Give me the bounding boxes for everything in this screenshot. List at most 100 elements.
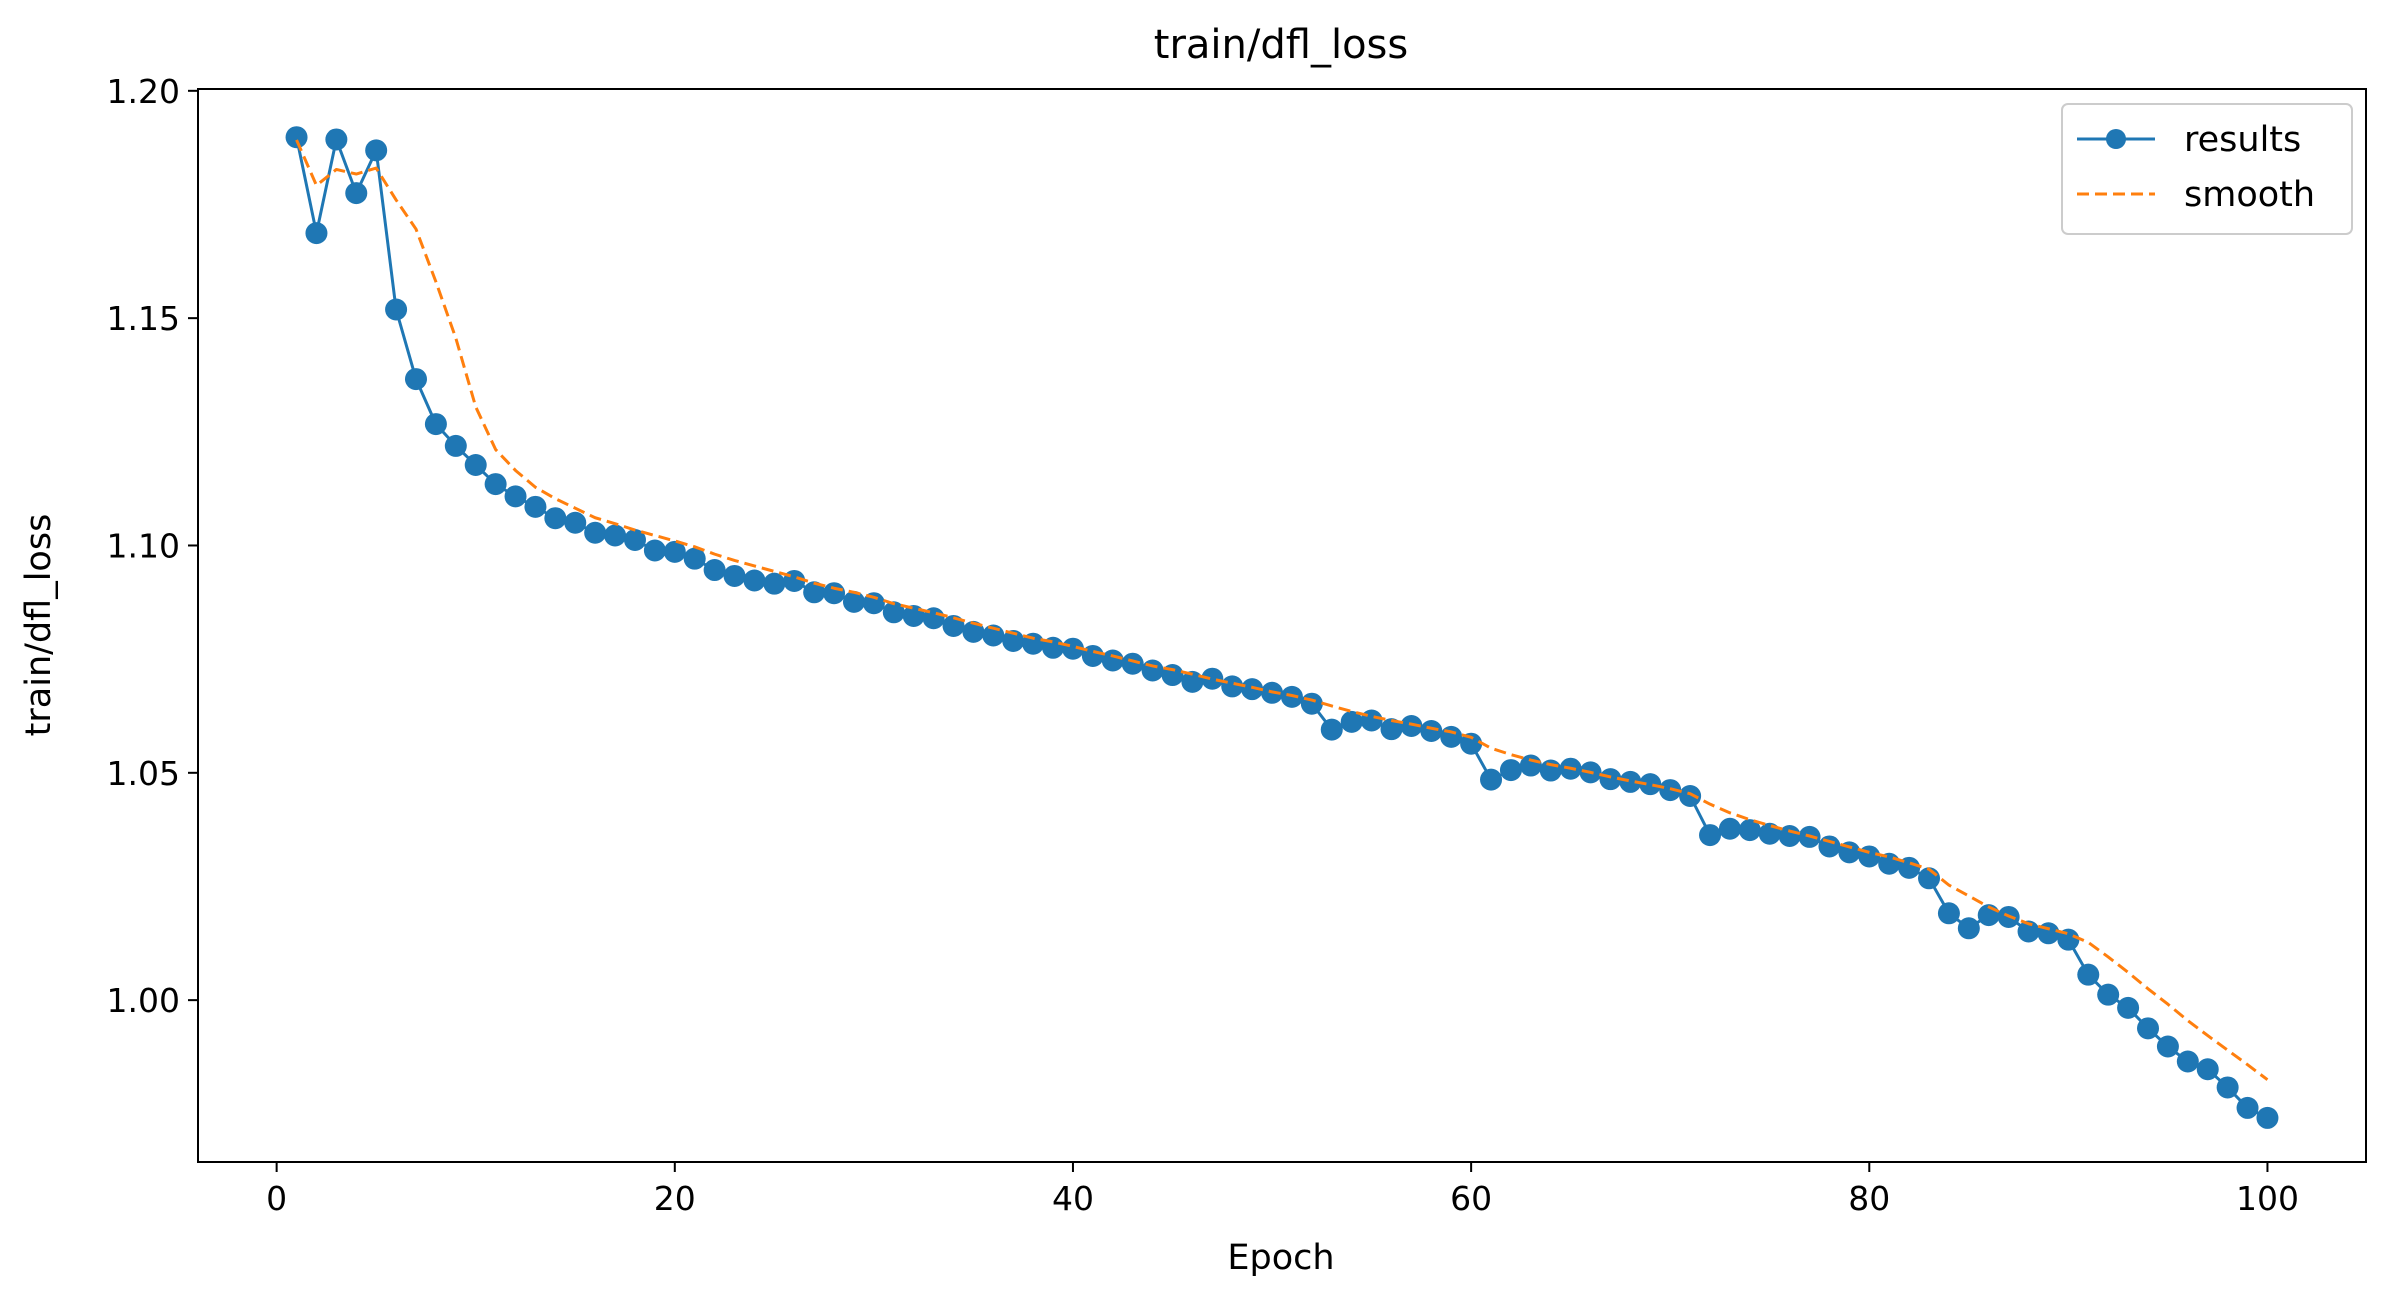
results-point: [1718, 817, 1741, 840]
results-point: [404, 368, 427, 391]
results-point: [663, 540, 686, 563]
results-point: [1758, 822, 1781, 845]
results-point: [1738, 819, 1761, 842]
results-point: [723, 564, 746, 587]
results-point: [743, 569, 766, 592]
results-point: [803, 581, 826, 604]
results-point: [1081, 644, 1104, 667]
results-point: [1002, 629, 1025, 652]
plot-series: [285, 126, 2279, 1129]
results-point: [1619, 770, 1642, 793]
results-point: [484, 473, 507, 496]
results-point: [823, 582, 846, 605]
series-line-smooth: [295, 139, 2269, 1081]
results-point: [1599, 768, 1622, 791]
legend-box: [2061, 103, 2353, 235]
results-point: [2057, 928, 2080, 951]
chart-title: train/dfl_loss: [1154, 22, 1408, 68]
results-point: [643, 539, 666, 562]
results-point: [604, 524, 627, 547]
results-point: [2256, 1106, 2279, 1129]
results-point: [1639, 773, 1662, 796]
results-point: [1121, 652, 1144, 675]
results-point: [1420, 719, 1443, 742]
results-point: [524, 495, 547, 518]
x-axis-ticks: 0 20 40 60 80 100: [266, 1162, 2299, 1218]
results-point: [1957, 917, 1980, 940]
results-point: [2097, 983, 2120, 1006]
results-point: [305, 222, 328, 245]
results-point: [365, 139, 388, 162]
results-point: [2017, 920, 2040, 943]
results-point: [962, 620, 985, 643]
x-tick-label: 80: [1848, 1179, 1890, 1218]
y-tick-label: 1.05: [107, 754, 180, 793]
results-point: [902, 604, 925, 627]
y-axis-ticks: 1.00 1.05 1.10 1.15 1.20: [107, 72, 198, 1020]
y-tick-label: 1.15: [107, 299, 180, 338]
results-point: [345, 182, 368, 205]
results-point: [1101, 649, 1124, 672]
results-point: [1778, 825, 1801, 848]
results-point: [2216, 1076, 2239, 1099]
results-point: [2117, 996, 2140, 1019]
results-point: [564, 511, 587, 534]
results-point: [2196, 1058, 2219, 1081]
results-point: [1221, 675, 1244, 698]
results-point: [1539, 759, 1562, 782]
results-point: [1679, 785, 1702, 807]
results-point: [1818, 835, 1841, 858]
results-point: [504, 485, 527, 508]
legend-smooth-label: smooth: [2184, 175, 2315, 215]
results-point: [2156, 1035, 2179, 1058]
results-point: [285, 126, 308, 149]
y-tick-label: 1.10: [107, 526, 180, 565]
results-point: [1400, 714, 1423, 737]
results-point: [2236, 1096, 2259, 1119]
results-point: [1141, 659, 1164, 682]
y-tick-label: 1.20: [107, 72, 180, 111]
x-tick-label: 60: [1450, 1179, 1492, 1218]
plot-frame: [197, 88, 2367, 1163]
results-point: [424, 413, 447, 436]
results-point: [1460, 732, 1483, 755]
results-point: [2077, 963, 2100, 986]
results-point: [1201, 667, 1224, 690]
results-point: [862, 592, 885, 615]
results-point: [683, 547, 706, 570]
results-point: [1480, 768, 1503, 791]
results-point: [882, 601, 905, 624]
results-point: [703, 559, 726, 582]
results-point: [842, 590, 865, 613]
results-point: [1699, 824, 1722, 847]
results-point: [444, 434, 467, 457]
results-point: [1937, 902, 1960, 925]
results-point: [325, 128, 348, 151]
results-point: [1440, 725, 1463, 748]
results-point: [584, 521, 607, 544]
results-point: [623, 529, 646, 552]
results-point: [1320, 718, 1343, 741]
results-point: [544, 507, 567, 530]
y-tick-label: 1.00: [107, 981, 180, 1020]
x-tick-label: 40: [1052, 1179, 1094, 1218]
x-tick-label: 0: [266, 1179, 287, 1218]
legend-results-label: results: [2184, 120, 2301, 160]
x-tick-label: 100: [2236, 1179, 2299, 1218]
results-point: [1340, 710, 1363, 733]
results-point: [1181, 670, 1204, 693]
results-point: [1061, 637, 1084, 660]
results-point: [1380, 718, 1403, 741]
results-point: [385, 298, 408, 321]
y-axis-label: train/dfl_loss: [19, 514, 59, 737]
results-point: [1300, 692, 1323, 715]
results-point: [1499, 759, 1522, 782]
results-point: [763, 572, 786, 595]
legend: results smooth: [2061, 103, 2353, 235]
results-point: [1241, 678, 1264, 701]
x-tick-label: 20: [654, 1179, 696, 1218]
results-point: [2176, 1050, 2199, 1073]
legend-results-marker: [2106, 129, 2126, 149]
